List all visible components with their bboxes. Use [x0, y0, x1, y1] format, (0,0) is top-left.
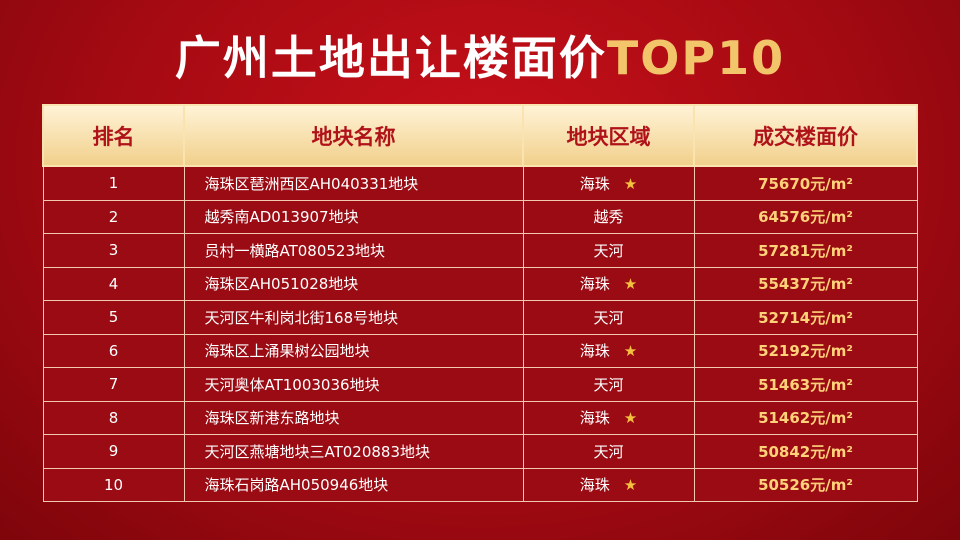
- price-cell: 52192元/m²: [693, 333, 918, 368]
- price-cell: 57281元/m²: [693, 233, 918, 268]
- district-text: 天河: [593, 375, 624, 394]
- rank-cell: 1: [42, 165, 185, 201]
- table-row: 6 海珠区上涌果树公园地块 海珠 ★ 52192元/m²: [42, 333, 918, 368]
- table-body: 1 海珠区琶洲西区AH040331地块 海珠 ★ 75670元/m² 2 越秀南AD0139…: [42, 165, 918, 502]
- name-cell: 海珠区新港东路地块: [183, 400, 524, 435]
- table-row: 3 员村一横路AT080523地块 天河 57281元/m²: [42, 233, 918, 268]
- name-cell: 天河区燕塘地块三AT020883地块: [183, 434, 524, 469]
- district-text: 海珠: [579, 342, 610, 361]
- table-row: 9 天河区燕塘地块三AT020883地块 天河 50842元/m²: [42, 434, 918, 469]
- table-row: 8 海珠区新港东路地块 海珠 ★ 51462元/m²: [42, 400, 918, 435]
- district-text: 天河: [593, 241, 624, 260]
- name-cell: 天河奥体AT1003036地块: [183, 367, 524, 402]
- name-cell: 海珠区琶洲西区AH040331地块: [183, 165, 524, 201]
- district-cell: 海珠 ★: [522, 165, 695, 201]
- district-text: 海珠: [579, 409, 610, 428]
- name-cell: 天河区牛利岗北街168号地块: [183, 300, 524, 335]
- price-cell: 52714元/m²: [693, 300, 918, 335]
- rank-cell: 3: [42, 233, 185, 268]
- name-cell: 员村一横路AT080523地块: [183, 233, 524, 268]
- header-cell: 地块区域: [522, 104, 695, 167]
- header-cell: 地块名称: [183, 104, 524, 167]
- title-highlight: TOP10: [606, 31, 786, 85]
- table-row: 7 天河奥体AT1003036地块 天河 51463元/m²: [42, 367, 918, 402]
- star-icon: ★: [623, 342, 638, 361]
- rank-cell: 8: [42, 400, 185, 435]
- title: 广州土地出让楼面价TOP10: [0, 22, 960, 88]
- price-cell: 50842元/m²: [693, 434, 918, 469]
- name-cell: 海珠区上涌果树公园地块: [183, 333, 524, 368]
- price-cell: 51463元/m²: [693, 367, 918, 402]
- district-cell: 天河: [522, 367, 695, 402]
- price-cell: 55437元/m²: [693, 266, 918, 301]
- district-text: 海珠: [579, 275, 610, 294]
- star-icon: ★: [623, 174, 638, 193]
- rank-cell: 9: [42, 434, 185, 469]
- district-cell: 天河: [522, 233, 695, 268]
- district-text: 海珠: [579, 476, 610, 495]
- ranking-table: 排名 地块名称 地块区域 成交楼面价 1 海珠区琶洲西区AH040331地块 海珠 ★ 756…: [42, 104, 918, 502]
- rank-cell: 2: [42, 199, 185, 234]
- name-cell: 海珠区AH051028地块: [183, 266, 524, 301]
- star-icon: ★: [623, 275, 638, 294]
- star-icon: ★: [623, 476, 638, 495]
- district-cell: 天河: [522, 300, 695, 335]
- district-text: 天河: [593, 308, 624, 327]
- price-cell: 64576元/m²: [693, 199, 918, 234]
- header-row: 排名 地块名称 地块区域 成交楼面价: [42, 104, 918, 167]
- price-cell: 50526元/m²: [693, 467, 918, 502]
- district-text: 越秀: [593, 208, 624, 227]
- table-row: 4 海珠区AH051028地块 海珠 ★ 55437元/m²: [42, 266, 918, 301]
- table-row: 10 海珠石岗路AH050946地块 海珠 ★ 50526元/m²: [42, 467, 918, 502]
- rank-cell: 6: [42, 333, 185, 368]
- district-cell: 海珠 ★: [522, 333, 695, 368]
- district-cell: 越秀: [522, 199, 695, 234]
- table-row: 2 越秀南AD013907地块 越秀 64576元/m²: [42, 199, 918, 234]
- price-cell: 75670元/m²: [693, 165, 918, 201]
- title-main: 广州土地出让楼面价: [174, 31, 607, 85]
- header-cell: 成交楼面价: [693, 104, 918, 167]
- district-cell: 海珠 ★: [522, 400, 695, 435]
- header-cell: 排名: [42, 104, 185, 167]
- district-text: 天河: [593, 442, 624, 461]
- district-cell: 海珠 ★: [522, 266, 695, 301]
- rank-cell: 10: [42, 467, 185, 502]
- name-cell: 海珠石岗路AH050946地块: [183, 467, 524, 502]
- price-cell: 51462元/m²: [693, 400, 918, 435]
- rank-cell: 7: [42, 367, 185, 402]
- rank-cell: 5: [42, 300, 185, 335]
- name-cell: 越秀南AD013907地块: [183, 199, 524, 234]
- table-row: 1 海珠区琶洲西区AH040331地块 海珠 ★ 75670元/m²: [42, 165, 918, 201]
- district-cell: 天河: [522, 434, 695, 469]
- district-cell: 海珠 ★: [522, 467, 695, 502]
- district-text: 海珠: [579, 174, 610, 193]
- star-icon: ★: [623, 409, 638, 428]
- table-row: 5 天河区牛利岗北街168号地块 天河 52714元/m²: [42, 300, 918, 335]
- rank-cell: 4: [42, 266, 185, 301]
